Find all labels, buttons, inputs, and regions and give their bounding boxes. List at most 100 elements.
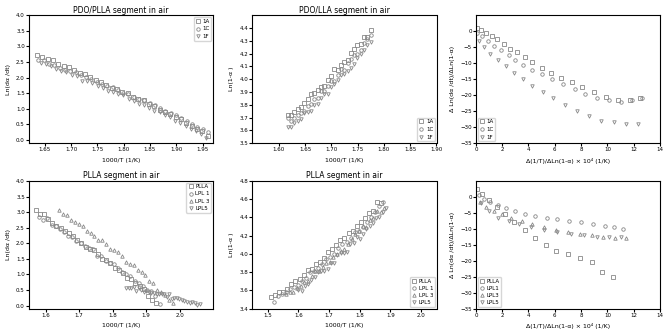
PLLA (271, 292, 279, 296)
LPL5 (553, 230, 561, 234)
PLLA (131, 281, 139, 285)
LPL5 (337, 251, 345, 255)
LPL5 (324, 267, 332, 271)
LPL 3 (161, 293, 169, 297)
Line: LPL1: LPL1 (477, 194, 625, 230)
1F (343, 69, 351, 73)
1F (340, 72, 348, 76)
PLLA (65, 231, 73, 235)
1C (628, 98, 636, 102)
1F (320, 92, 328, 96)
LPL 3 (106, 247, 114, 251)
Line: LPL 3: LPL 3 (58, 209, 175, 304)
1A (290, 110, 298, 114)
1C (314, 96, 322, 100)
1A (493, 37, 501, 41)
1C (605, 98, 613, 102)
1C (287, 119, 295, 123)
LPL 3 (290, 290, 298, 294)
LPL5 (382, 206, 390, 210)
PLLA (353, 224, 361, 228)
1F (62, 70, 70, 74)
1A (579, 85, 587, 89)
PLLA (279, 290, 287, 294)
1F (83, 79, 91, 83)
PLLA (152, 302, 160, 306)
PLLA (123, 276, 131, 280)
LPL 3 (94, 238, 102, 242)
1F (502, 64, 510, 68)
1A (108, 85, 116, 89)
LPL 1 (379, 200, 387, 204)
PLLA (320, 256, 328, 260)
LPL 1 (278, 292, 286, 296)
LPL5 (314, 270, 322, 274)
1C (108, 85, 116, 89)
1F (353, 56, 361, 60)
1F (486, 52, 494, 56)
LPL5 (130, 285, 138, 289)
LPL 1 (143, 288, 151, 292)
1C (66, 69, 74, 73)
LPL5 (150, 291, 158, 295)
LPL5 (134, 286, 142, 290)
LPL 3 (157, 290, 165, 294)
1C (334, 73, 342, 77)
1F (287, 125, 295, 129)
LPL 3 (102, 242, 110, 246)
1C (39, 58, 47, 62)
Line: 1F: 1F (39, 61, 208, 140)
1C (340, 68, 348, 72)
LPL5 (145, 290, 153, 294)
LPL5 (304, 282, 312, 286)
1A (367, 28, 375, 32)
1F (324, 91, 332, 95)
PLLA (308, 267, 316, 271)
1C (297, 111, 305, 115)
1A (287, 113, 295, 117)
LPL 3 (79, 224, 87, 228)
1C (188, 122, 196, 126)
1C (519, 63, 527, 67)
LPL 3 (134, 268, 142, 272)
Line: LPL5: LPL5 (297, 206, 387, 292)
1C (581, 91, 589, 95)
LPL5 (308, 278, 316, 282)
LPL 1 (118, 270, 126, 274)
LPL 3 (297, 284, 305, 288)
LPL5 (124, 286, 132, 290)
1C (204, 130, 212, 134)
PLLA (531, 237, 539, 241)
PLLA (44, 217, 52, 221)
1C (347, 57, 355, 61)
1C (146, 100, 154, 105)
LPL 3 (55, 208, 63, 212)
1A (113, 87, 121, 91)
PLLA (337, 238, 345, 242)
Y-axis label: Ln(dα /dt): Ln(dα /dt) (5, 64, 11, 95)
1F (290, 121, 298, 125)
LPL5 (366, 224, 374, 228)
PLLA (144, 294, 152, 298)
PLLA (40, 212, 48, 216)
1C (156, 107, 164, 111)
1A (86, 75, 94, 79)
LPL 1 (367, 215, 375, 219)
Line: LPL 3: LPL 3 (284, 206, 386, 296)
PLLA (510, 220, 518, 224)
1F (539, 90, 547, 94)
1F (41, 62, 50, 66)
LPL5 (356, 237, 364, 241)
Line: LPL 1: LPL 1 (37, 215, 161, 306)
PLLA (341, 236, 349, 240)
1C (50, 63, 58, 67)
LPL5 (320, 269, 328, 273)
LPL1 (486, 200, 494, 204)
X-axis label: Δ(1/T)/ΔLn(1-α) × 10⁴ (1/K): Δ(1/T)/ΔLn(1-α) × 10⁴ (1/K) (526, 324, 610, 329)
LPL5 (191, 301, 199, 305)
1C (161, 109, 169, 113)
Legend: 1A, 1C, 1F: 1A, 1C, 1F (417, 118, 435, 141)
1F (294, 119, 302, 123)
LPL5 (155, 292, 163, 296)
1F (573, 109, 581, 113)
